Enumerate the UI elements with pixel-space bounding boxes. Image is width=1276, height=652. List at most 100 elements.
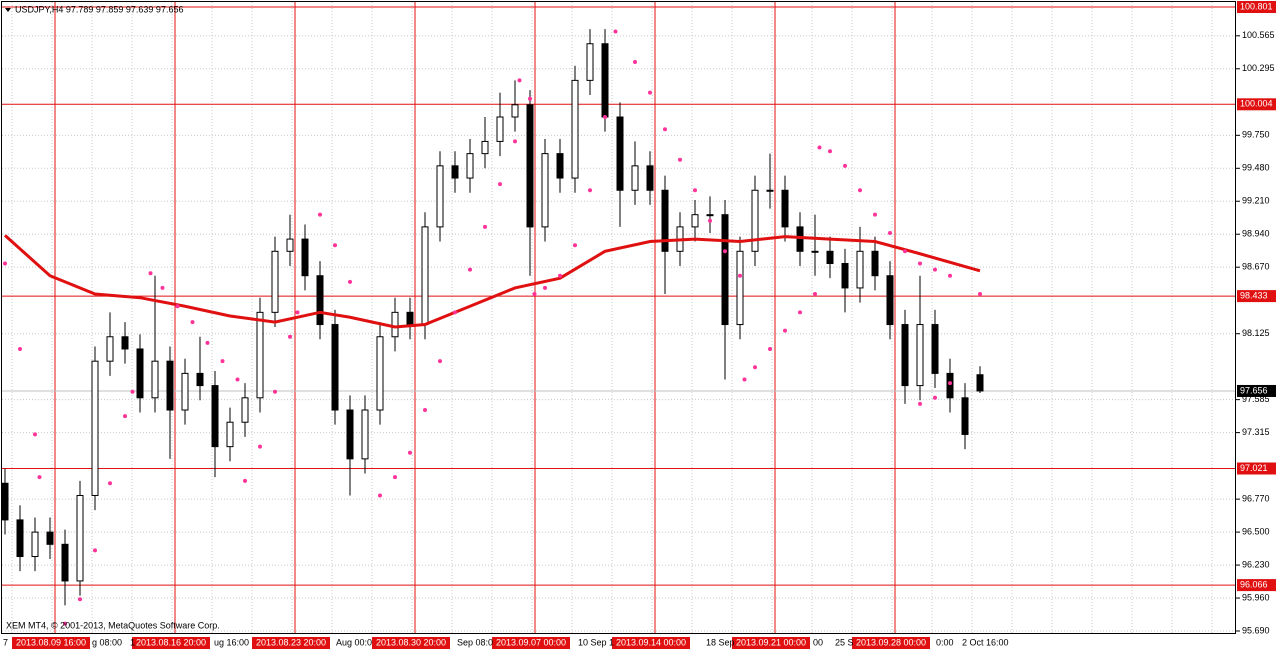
sar-dot <box>858 188 862 193</box>
x-tick-label: Aug 00:0 <box>336 637 372 647</box>
sar-dot <box>753 365 757 370</box>
separator-label: 2013.09.21 00:00 <box>736 637 806 647</box>
candle-body <box>361 409 369 460</box>
x-tick-label: g 08:00 <box>92 637 122 647</box>
sar-dot <box>678 157 682 162</box>
sar-dot <box>517 78 522 83</box>
sar-dot <box>93 548 97 553</box>
candle-body <box>961 397 969 435</box>
separator-label-box <box>132 637 210 649</box>
candle-body <box>871 250 879 277</box>
marks <box>1 29 984 626</box>
sar-dot <box>633 60 637 65</box>
candle-body <box>196 372 204 387</box>
candle-body <box>466 153 474 179</box>
sar-dot <box>220 359 225 364</box>
sar-dot <box>3 261 7 266</box>
level-label: 100.004 <box>1240 99 1273 109</box>
sar-dot <box>63 621 67 626</box>
candle-body <box>496 116 504 142</box>
candle-body <box>571 79 579 179</box>
sar-dot <box>813 292 817 297</box>
candle-body <box>121 336 129 350</box>
sar-dot <box>148 271 153 276</box>
y-tick-label: 100.565 <box>1242 30 1275 40</box>
separator-label-box <box>732 637 810 649</box>
separator-label-box <box>252 637 330 649</box>
sar-dot <box>108 481 112 486</box>
level-label: 98.433 <box>1240 290 1268 300</box>
sar-dot <box>663 127 667 132</box>
candle-body <box>76 494 84 582</box>
sar-dot <box>175 304 180 309</box>
sar-dot <box>378 493 382 498</box>
sar-dot <box>933 395 937 400</box>
candle-body <box>271 250 279 313</box>
candle-body <box>376 336 384 411</box>
candle-body <box>91 360 99 496</box>
candle-body <box>316 275 324 326</box>
candle-body <box>436 165 444 228</box>
sar-dot <box>558 273 562 278</box>
candle-body <box>556 153 564 179</box>
sar-dot <box>513 139 517 144</box>
candle-body <box>586 43 594 81</box>
sar-dot <box>468 267 472 272</box>
sar-dot <box>532 292 537 297</box>
candle-body <box>61 543 69 582</box>
y-tick-label: 96.230 <box>1242 559 1270 569</box>
sar-dot <box>723 249 727 254</box>
y-tick-label: 97.585 <box>1242 394 1270 404</box>
separator-label: 2013.09.14 00:00 <box>616 637 686 647</box>
sar-dot <box>933 267 937 272</box>
candle-body <box>736 250 744 326</box>
separator-label-box <box>612 637 690 649</box>
candle-body <box>781 189 789 228</box>
chart-title: USDJPY,H4 97.789 97.859 97.639 97.656 <box>15 4 183 14</box>
sar-dot <box>295 310 300 315</box>
candle-body <box>886 275 894 326</box>
x-tick-label: 7 <box>3 637 8 647</box>
candle-body <box>46 531 54 545</box>
sar-dot <box>888 230 892 235</box>
sar-dot <box>742 377 747 382</box>
sar-dot <box>817 145 822 150</box>
sar-dot <box>613 29 618 34</box>
level-label-box <box>1237 579 1276 592</box>
candle-body <box>811 250 819 253</box>
candle-body <box>751 189 759 252</box>
sar-dot <box>348 279 352 284</box>
sar-dot <box>573 243 577 248</box>
sar-dot <box>783 328 787 333</box>
sar-dot <box>423 408 427 413</box>
sar-dot <box>978 292 982 297</box>
candle-body <box>286 238 294 252</box>
sar-dot <box>948 381 952 386</box>
candle-body <box>661 189 669 252</box>
sar-dot <box>33 432 37 437</box>
candle-body <box>856 250 864 289</box>
candle-body <box>526 104 534 228</box>
sar-dot <box>288 334 292 339</box>
menu-arrow[interactable] <box>5 8 11 12</box>
sar-dot <box>123 414 127 419</box>
y-tick-label: 95.690 <box>1242 625 1270 635</box>
candle-body <box>406 311 414 326</box>
level-label-box <box>1237 290 1276 303</box>
sar-dot <box>543 285 547 290</box>
sar-dot <box>918 261 922 266</box>
sar-dot <box>243 478 247 483</box>
candle-body <box>31 531 39 558</box>
candle-body <box>541 153 549 228</box>
candle-body <box>616 116 624 191</box>
sar-dot <box>828 149 832 154</box>
candle-body <box>151 360 159 399</box>
level-label-box <box>1237 1 1276 13</box>
separator-label: 2013.08.30 20:00 <box>376 637 446 647</box>
level-label: 97.021 <box>1240 463 1268 473</box>
level-label: 100.801 <box>1240 1 1273 11</box>
candle-body <box>301 238 309 277</box>
separator-label-box <box>492 637 570 649</box>
candle-body <box>481 140 489 155</box>
